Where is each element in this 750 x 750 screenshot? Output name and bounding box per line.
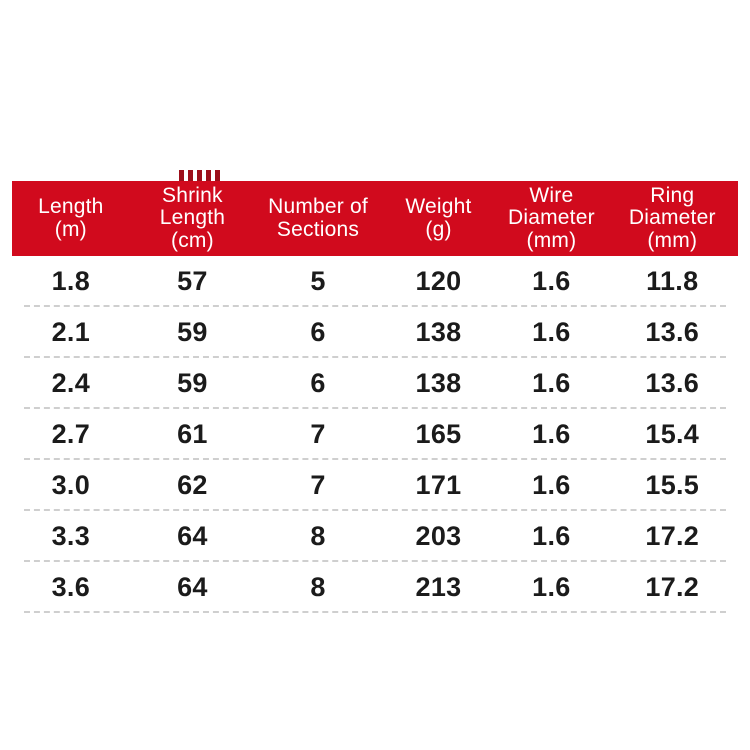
cell-weight: 120	[415, 266, 462, 296]
header-line: Wire	[529, 183, 574, 207]
cell-sections: 6	[310, 368, 326, 398]
table-header: Length (m) Shrink Length (cm) Number of …	[12, 181, 738, 256]
header-line: (mm)	[526, 228, 577, 252]
cell-sections: 7	[310, 419, 326, 449]
row-divider	[24, 611, 726, 613]
cell-weight: 138	[415, 368, 462, 398]
table-row: 3.3 64 8 203 1.6 17.2	[12, 511, 738, 562]
cell-ring-diameter: 13.6	[645, 317, 700, 347]
header-line: (mm)	[647, 228, 698, 252]
cell-shrink-length: 62	[177, 470, 208, 500]
spec-table: Length (m) Shrink Length (cm) Number of …	[12, 181, 738, 613]
cell-shrink-length: 64	[177, 521, 208, 551]
table-row: 2.4 59 6 138 1.6 13.6	[12, 358, 738, 409]
cell-length: 1.8	[51, 266, 91, 296]
cell-wire-diameter: 1.6	[532, 368, 571, 398]
cell-length: 2.1	[51, 317, 91, 347]
header-line: Ring	[650, 183, 695, 207]
cell-sections: 5	[310, 266, 326, 296]
table-row: 1.8 57 5 120 1.6 11.8	[12, 256, 738, 307]
header-line: (cm)	[171, 228, 214, 252]
cell-ring-diameter: 11.8	[646, 266, 699, 296]
table-row: 2.7 61 7 165 1.6 15.4	[12, 409, 738, 460]
header-line: (m)	[54, 217, 87, 241]
header-line: Sections	[276, 217, 360, 241]
cell-weight: 171	[415, 470, 462, 500]
header-line: Diameter	[628, 206, 716, 230]
cell-shrink-length: 64	[177, 572, 208, 602]
cell-wire-diameter: 1.6	[532, 317, 571, 347]
header-line: Number of	[268, 195, 368, 219]
cell-sections: 8	[310, 521, 326, 551]
header-line: Diameter	[507, 206, 595, 230]
cell-shrink-length: 61	[177, 419, 208, 449]
header-line: Length	[159, 206, 226, 230]
header-line: (g)	[425, 217, 452, 241]
table-row: 3.0 62 7 171 1.6 15.5	[12, 460, 738, 511]
cell-length: 3.6	[51, 572, 91, 602]
table-row: 3.6 64 8 213 1.6 17.2	[12, 562, 738, 613]
cell-sections: 8	[310, 572, 326, 602]
cell-weight: 165	[415, 419, 462, 449]
header-line: Shrink	[162, 183, 223, 207]
cell-length: 3.0	[51, 470, 91, 500]
cell-wire-diameter: 1.6	[532, 572, 571, 602]
column-header-shrink-length: Shrink Length (cm)	[130, 181, 256, 256]
column-header-length: Length (m)	[12, 181, 130, 256]
cell-wire-diameter: 1.6	[532, 470, 571, 500]
cell-shrink-length: 59	[177, 317, 208, 347]
cell-length: 2.7	[51, 419, 91, 449]
cell-ring-diameter: 15.5	[645, 470, 700, 500]
table-body: 1.8 57 5 120 1.6 11.8 2.1 59 6 138 1.6 1…	[12, 256, 738, 613]
row-divider	[24, 356, 726, 358]
cell-sections: 6	[310, 317, 326, 347]
column-header-sections: Number of Sections	[255, 181, 381, 256]
cell-shrink-length: 59	[177, 368, 208, 398]
row-divider	[24, 407, 726, 409]
cell-weight: 138	[415, 317, 462, 347]
cell-ring-diameter: 17.2	[645, 572, 700, 602]
row-divider	[24, 509, 726, 511]
header-line: Weight	[405, 195, 472, 219]
column-header-weight: Weight (g)	[381, 181, 496, 256]
cell-ring-diameter: 17.2	[645, 521, 700, 551]
column-header-wire-diameter: Wire Diameter (mm)	[496, 181, 606, 256]
row-divider	[24, 305, 726, 307]
column-header-ring-diameter: Ring Diameter (mm)	[607, 181, 738, 256]
row-divider	[24, 560, 726, 562]
cell-sections: 7	[310, 470, 326, 500]
header-line: Length	[38, 195, 104, 219]
cell-weight: 203	[415, 521, 462, 551]
cell-shrink-length: 57	[177, 266, 208, 296]
row-divider	[24, 458, 726, 460]
cell-weight: 213	[415, 572, 462, 602]
cell-wire-diameter: 1.6	[532, 266, 571, 296]
cell-ring-diameter: 15.4	[645, 419, 700, 449]
clipped-watermark-fragment	[179, 170, 221, 182]
cell-ring-diameter: 13.6	[645, 368, 700, 398]
cell-wire-diameter: 1.6	[532, 419, 571, 449]
table-row: 2.1 59 6 138 1.6 13.6	[12, 307, 738, 358]
cell-length: 3.3	[51, 521, 91, 551]
cell-wire-diameter: 1.6	[532, 521, 571, 551]
cell-length: 2.4	[51, 368, 91, 398]
